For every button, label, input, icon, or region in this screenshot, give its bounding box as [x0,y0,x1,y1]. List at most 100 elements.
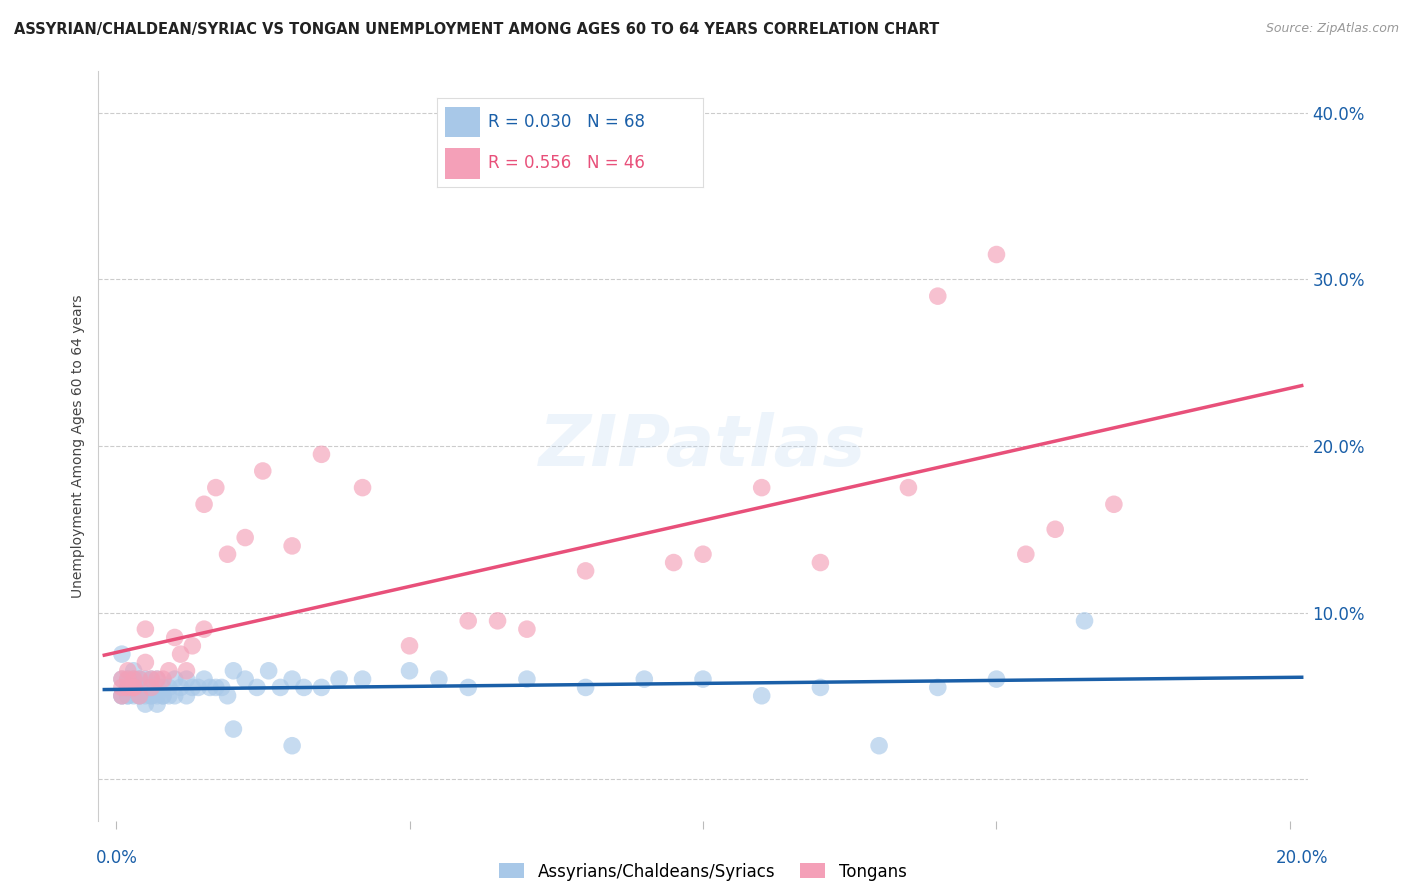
Point [1043,522,1066,536]
Point [117,664,139,678]
Point [292,681,315,695]
Point [152,689,174,703]
Point [193,497,215,511]
Point [217,547,239,561]
Point [986,247,1008,261]
Point [269,681,291,695]
Point [181,681,204,695]
Point [111,689,134,703]
Y-axis label: Unemployment Among Ages 60 to 64 years: Unemployment Among Ages 60 to 64 years [72,294,86,598]
Point [198,681,221,695]
Point [117,689,139,703]
Point [352,672,374,686]
Point [751,481,773,495]
Point [486,614,509,628]
Point [163,689,186,703]
Point [927,289,949,303]
Point [257,664,280,678]
Point [111,681,134,695]
Point [141,672,163,686]
Point [927,681,949,695]
Point [157,681,180,695]
Point [122,681,145,695]
Point [633,672,655,686]
Point [897,481,920,495]
Point [111,689,134,703]
Point [1073,614,1095,628]
Point [141,672,163,686]
Point [128,681,150,695]
Point [122,681,145,695]
Point [281,539,304,553]
Point [111,672,134,686]
Point [233,672,256,686]
Point [204,681,226,695]
Point [146,672,169,686]
Point [117,689,139,703]
Point [246,681,269,695]
Point [122,681,145,695]
Point [152,681,174,695]
Point [146,697,169,711]
Point [222,664,245,678]
Point [134,689,156,703]
Point [169,681,191,695]
Point [808,556,831,570]
Point [128,672,150,686]
Point [751,689,773,703]
Point [217,689,239,703]
Point [281,672,304,686]
Point [204,481,226,495]
Point [457,681,479,695]
Point [233,531,256,545]
Point [128,689,150,703]
Point [1102,497,1125,511]
Point [117,681,139,695]
Point [398,639,420,653]
Point [311,681,333,695]
Point [176,689,198,703]
Point [193,672,215,686]
Point [122,689,145,703]
Point [169,647,191,661]
Point [163,631,186,645]
Text: 0.0%: 0.0% [96,849,138,867]
Point [176,672,198,686]
Point [808,681,831,695]
Point [181,639,204,653]
Point [128,689,150,703]
Point [117,672,139,686]
Point [111,672,134,686]
Point [128,689,150,703]
Point [134,697,156,711]
Point [252,464,274,478]
Point [141,689,163,703]
Point [146,689,169,703]
Text: 20.0%: 20.0% [1277,849,1329,867]
Point [868,739,890,753]
Legend: Assyrians/Chaldeans/Syriacs, Tongans: Assyrians/Chaldeans/Syriacs, Tongans [492,856,914,888]
Point [457,614,479,628]
Point [122,672,145,686]
Point [986,672,1008,686]
Point [328,672,350,686]
Point [516,672,538,686]
Point [211,681,233,695]
Point [427,672,450,686]
Point [692,547,714,561]
Point [146,672,169,686]
Point [122,664,145,678]
Point [187,681,209,695]
Point [398,664,420,678]
Point [311,447,333,461]
Point [352,481,374,495]
Point [134,656,156,670]
Point [1015,547,1038,561]
Point [122,672,145,686]
Point [193,622,215,636]
Text: ZIPatlas: ZIPatlas [540,411,866,481]
Point [222,722,245,736]
Point [117,672,139,686]
Point [163,672,186,686]
Text: ASSYRIAN/CHALDEAN/SYRIAC VS TONGAN UNEMPLOYMENT AMONG AGES 60 TO 64 YEARS CORREL: ASSYRIAN/CHALDEAN/SYRIAC VS TONGAN UNEMP… [14,22,939,37]
